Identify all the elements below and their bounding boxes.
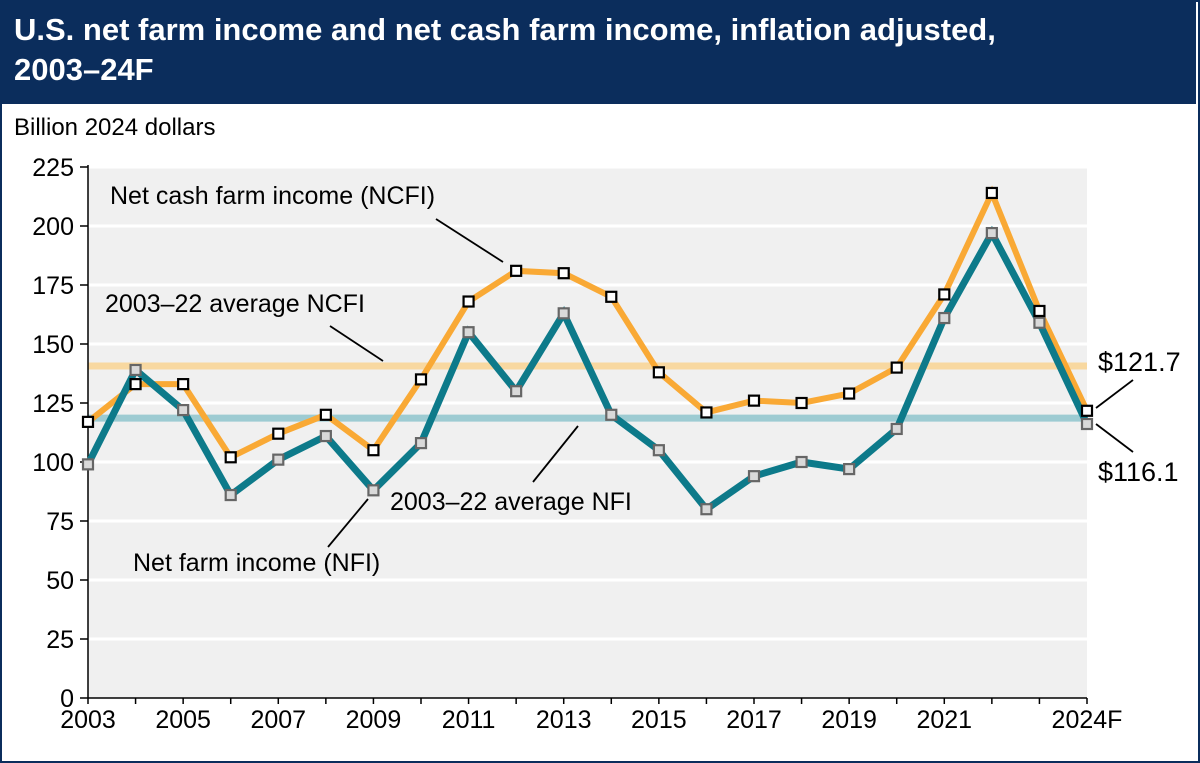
ncfi-marker (177, 378, 190, 391)
x-tick-label: 2005 (155, 706, 211, 734)
ncfi-marker (938, 288, 951, 301)
nfi-series-label: Net farm income (NFI) (133, 549, 380, 577)
y-tick-label: 175 (32, 272, 74, 300)
nfi-marker (890, 422, 903, 436)
x-tick-label: 2011 (442, 706, 496, 734)
x-tick-label: 2003 (60, 706, 116, 734)
nfi-marker (224, 488, 237, 502)
nfi-marker (652, 444, 665, 457)
ncfi-average-label: 2003–22 average NCFI (105, 290, 365, 318)
nfi-marker (605, 408, 618, 421)
leader-line (1095, 423, 1134, 453)
y-axis-label: Billion 2024 dollars (14, 114, 216, 141)
nfi-marker (843, 462, 856, 476)
ncfi-line (86, 185, 1090, 462)
nfi-marker (985, 226, 998, 240)
nfi-marker (700, 503, 713, 516)
nfi-marker (414, 437, 428, 450)
chart-title: U.S. net farm income and net cash farm i… (14, 12, 996, 87)
y-tick-label: 75 (46, 508, 74, 536)
ncfi-marker (367, 444, 380, 457)
ncfi-marker (414, 373, 428, 386)
nfi-marker (938, 311, 951, 325)
nfi-line (84, 225, 1091, 514)
ncfi-marker (795, 396, 808, 410)
ncfi-marker (1033, 304, 1046, 318)
nfi-marker (462, 326, 475, 339)
ncfi-marker (557, 267, 570, 280)
x-tick-label: 2013 (536, 706, 592, 734)
ncfi-marker (843, 387, 856, 400)
ncfi-end-value-label: $121.7 (1098, 347, 1181, 377)
title-bar: U.S. net farm income and net cash farm i… (0, 0, 1196, 104)
x-tick-label: 2007 (250, 706, 306, 734)
nfi-marker (747, 470, 761, 483)
nfi-marker (367, 484, 380, 497)
ncfi-marker (510, 264, 523, 277)
nfi-marker (319, 429, 332, 443)
ncfi-marker (652, 366, 665, 379)
ncfi-marker (985, 186, 998, 200)
ncfi-marker (890, 361, 903, 374)
x-tick-label: 2019 (821, 706, 877, 734)
leader-line (327, 498, 369, 548)
y-tick-label: 200 (32, 213, 74, 241)
y-tick-label: 25 (46, 626, 74, 654)
nfi-marker (81, 458, 95, 471)
nfi-marker (1080, 417, 1094, 431)
y-tick-label: 125 (32, 390, 74, 418)
nfi-end-value-label: $116.1 (1098, 457, 1179, 487)
nfi-marker (129, 363, 142, 377)
ncfi-series-label: Net cash farm income (NCFI) (110, 182, 435, 210)
x-tick-label: 2021 (916, 706, 972, 734)
x-tick-label: 2015 (631, 706, 687, 734)
nfi-marker (1033, 316, 1046, 329)
ncfi-marker (605, 290, 618, 303)
nfi-marker (177, 403, 190, 417)
x-tick-label: 2024F (1052, 706, 1123, 734)
y-tick-label: 225 (32, 154, 74, 182)
leader-line (532, 425, 579, 483)
ncfi-marker (81, 415, 95, 428)
x-tick-label: 2017 (726, 706, 782, 734)
y-tick-label: 100 (32, 449, 74, 477)
ncfi-marker (700, 406, 713, 419)
leader-line (1095, 379, 1134, 409)
nfi-marker (557, 307, 570, 320)
ncfi-marker (272, 427, 285, 440)
y-tick-label: 0 (60, 685, 74, 713)
ncfi-marker (1080, 404, 1094, 417)
nfi-marker (510, 385, 523, 398)
y-tick-label: 150 (32, 331, 74, 359)
y-tick-label: 50 (46, 567, 74, 595)
ncfi-marker (224, 451, 237, 464)
nfi-marker (795, 455, 808, 469)
plot-background (88, 167, 1087, 698)
ncfi-marker (319, 408, 332, 421)
nfi-average-label: 2003–22 average NFI (390, 488, 632, 516)
nfi-marker (272, 453, 285, 466)
x-tick-label: 2009 (346, 706, 402, 734)
ncfi-marker (462, 295, 475, 308)
leader-line (329, 325, 384, 362)
ncfi-marker (129, 378, 142, 391)
ncfi-marker (747, 394, 761, 407)
leader-line (435, 218, 504, 263)
